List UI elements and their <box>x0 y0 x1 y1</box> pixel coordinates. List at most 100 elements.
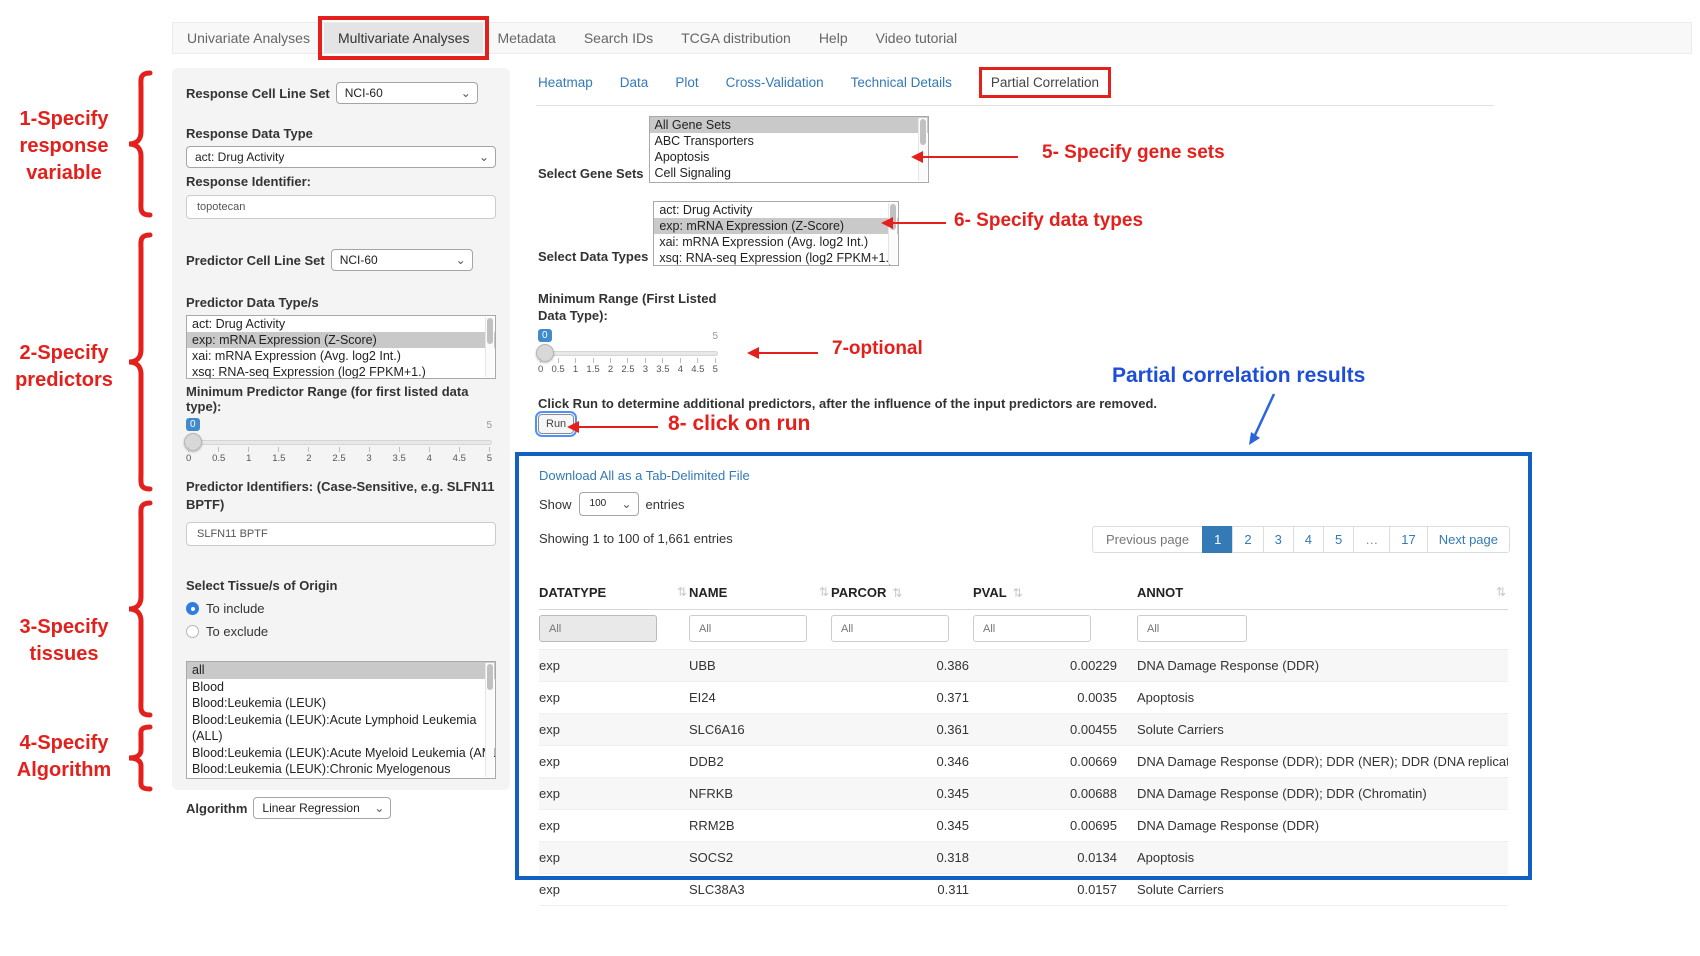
tab-partial-correlation[interactable]: Partial Correlation <box>978 67 1111 98</box>
gene-set-option[interactable]: ABC Transporters <box>654 134 754 148</box>
predictor-data-type-option[interactable]: xsq: RNA-seq Expression (log2 FPKM+1.) <box>192 365 426 379</box>
entries-label: entries <box>645 496 685 512</box>
slider-track[interactable] <box>538 351 718 356</box>
tab-technical-details[interactable]: Technical Details <box>850 75 952 90</box>
tab-data[interactable]: Data <box>619 75 649 90</box>
tick-label: 3 <box>366 447 371 464</box>
column-header-name[interactable]: NAME ⇅ <box>689 576 831 610</box>
tab-plot[interactable]: Plot <box>675 75 699 90</box>
nav-tcga-distribution[interactable]: TCGA distribution <box>681 30 791 46</box>
scrollbar-thumb[interactable] <box>919 119 926 145</box>
column-header-pval[interactable]: PVAL ⇅ <box>973 576 1121 610</box>
cell-pval: 0.00229 <box>973 649 1121 682</box>
data-type-option[interactable]: xai: mRNA Expression (Avg. log2 Int.) <box>659 235 869 249</box>
tissue-option[interactable]: Blood:Leukemia (LEUK):Chronic Myelogenou… <box>192 762 451 776</box>
sort-icon: ⇅ <box>818 585 829 599</box>
chevron-down-icon: ⌄ <box>460 86 471 100</box>
tissue-exclude-radio[interactable] <box>186 625 199 638</box>
filter-datatype-input[interactable] <box>539 615 657 642</box>
page-button-4[interactable]: 4 <box>1292 526 1325 553</box>
nav-search-ids[interactable]: Search IDs <box>583 30 654 46</box>
tab-heatmap[interactable]: Heatmap <box>538 75 593 90</box>
nav-video-tutorial[interactable]: Video tutorial <box>875 30 958 46</box>
gene-set-option[interactable]: Cell Signaling <box>654 166 731 180</box>
bracket-step1 <box>128 70 153 218</box>
cell-name: SOCS2 <box>689 841 831 874</box>
scrollbar-thumb[interactable] <box>487 318 493 344</box>
download-all-link[interactable]: Download All as a Tab-Delimited File <box>539 468 750 483</box>
show-label: Show <box>539 496 572 512</box>
cell-annot: Solute Carriers <box>1121 713 1508 746</box>
tick-label: 2 <box>306 447 311 464</box>
tissue-option[interactable]: Blood:Leukemia (LEUK) <box>192 696 327 710</box>
algorithm-select[interactable]: Linear Regression ⌄ <box>253 797 392 819</box>
gene-set-option[interactable]: Apoptosis <box>654 150 710 164</box>
page-button-1[interactable]: 1 <box>1202 526 1234 553</box>
tissue-include-radio[interactable] <box>186 602 199 615</box>
run-button[interactable]: Run <box>534 411 578 437</box>
filter-annot-input[interactable] <box>1137 615 1247 642</box>
data-type-option[interactable]: xsq: RNA-seq Expression (log2 FPKM+1.) <box>659 251 894 265</box>
cell-annot: DNA Damage Response (DDR); DDR (NER); DD… <box>1121 745 1508 778</box>
cell-annot: Solute Carriers <box>1121 873 1508 906</box>
scrollbar-thumb[interactable] <box>890 204 897 230</box>
column-label: DATATYPE <box>539 585 607 600</box>
bracket-step2 <box>128 232 153 492</box>
cell-parcor: 0.311 <box>831 873 973 906</box>
predictor-identifiers-input[interactable] <box>186 522 496 546</box>
showing-entries-text: Showing 1 to 100 of 1,661 entries <box>539 531 733 546</box>
filter-pval-input[interactable] <box>973 615 1091 642</box>
page-button-2[interactable]: 2 <box>1232 526 1264 553</box>
top-navigation: Univariate Analyses Multivariate Analyse… <box>172 16 1692 60</box>
response-identifier-input[interactable] <box>186 195 496 219</box>
predictor-data-type-option[interactable]: exp: mRNA Expression (Z-Score) <box>187 332 495 348</box>
page-size-select[interactable]: 100 ⌄ <box>578 492 639 516</box>
slider-track[interactable] <box>186 440 492 445</box>
response-identifier-label: Response Identifier: <box>186 174 311 189</box>
cell-datatype: exp <box>539 873 689 906</box>
tissue-option[interactable]: Blood <box>192 679 224 694</box>
scrollbar-thumb[interactable] <box>487 664 493 690</box>
nav-multivariate-analyses[interactable]: Multivariate Analyses <box>317 16 489 60</box>
bracket-step4 <box>128 724 153 792</box>
gene-sets-listbox: All Gene Sets ABC Transporters Apoptosis… <box>648 116 929 183</box>
tick-label: 1.5 <box>272 447 285 464</box>
column-header-annot[interactable]: ANNOT ⇅ <box>1121 576 1508 610</box>
cell-datatype: exp <box>539 841 689 874</box>
annotation-step1: 1-Specify response variable <box>19 108 109 184</box>
column-header-parcor[interactable]: PARCOR ⇅ <box>831 576 973 610</box>
chevron-down-icon: ⌄ <box>374 801 385 815</box>
filter-parcor-input[interactable] <box>831 615 949 642</box>
predictor-cell-line-set-select[interactable]: NCI-60 ⌄ <box>330 249 473 271</box>
page-button-17[interactable]: 17 <box>1389 526 1428 553</box>
column-label: PARCOR <box>831 585 887 600</box>
previous-page-button[interactable]: Previous page <box>1091 526 1204 553</box>
table-row: exp EI24 0.371 0.0035 Apoptosis <box>539 681 1508 714</box>
listbox-scrollbar <box>485 663 494 777</box>
page-button-5[interactable]: 5 <box>1323 526 1355 553</box>
sort-icon: ⇅ <box>1495 585 1506 599</box>
response-cell-line-set-select[interactable]: NCI-60 ⌄ <box>335 82 478 104</box>
data-type-option[interactable]: exp: mRNA Expression (Z-Score) <box>654 218 899 234</box>
cell-name: NFRKB <box>689 777 831 810</box>
tissue-option[interactable]: Blood:Leukemia (LEUK):Acute Lymphoid Leu… <box>192 712 477 744</box>
tissue-option[interactable]: Blood:Leukemia (LEUK):Acute Myeloid Leuk… <box>192 745 496 760</box>
nav-help[interactable]: Help <box>818 30 848 46</box>
gene-set-option[interactable]: All Gene Sets <box>649 117 928 133</box>
page-button-3[interactable]: 3 <box>1262 526 1294 553</box>
tab-cross-validation[interactable]: Cross-Validation <box>725 75 824 90</box>
chevron-down-icon: ⌄ <box>621 497 632 511</box>
predictor-data-type-option[interactable]: xai: mRNA Expression (Avg. log2 Int.) <box>192 349 401 363</box>
data-type-option[interactable]: act: Drug Activity <box>659 203 753 217</box>
column-header-datatype[interactable]: DATATYPE ⇅ <box>539 576 689 610</box>
predictor-data-type-option[interactable]: act: Drug Activity <box>192 317 286 331</box>
column-label: PVAL <box>973 585 1007 600</box>
tissue-option[interactable]: all <box>187 662 495 679</box>
filter-name-input[interactable] <box>689 615 807 642</box>
next-page-button[interactable]: Next page <box>1426 526 1510 553</box>
arrow-results <box>1249 393 1276 445</box>
response-data-type-select[interactable]: act: Drug Activity ⌄ <box>186 146 496 168</box>
nav-metadata[interactable]: Metadata <box>497 30 556 46</box>
run-instruction: Click Run to determine additional predic… <box>538 396 1158 411</box>
nav-univariate-analyses[interactable]: Univariate Analyses <box>187 30 310 46</box>
